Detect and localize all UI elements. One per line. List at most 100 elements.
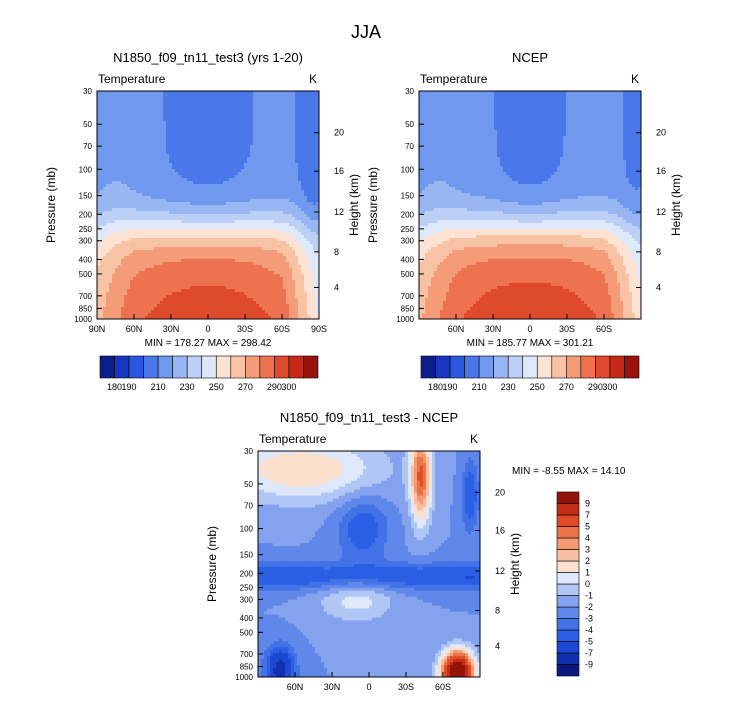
field-cell — [268, 244, 272, 248]
field-cell — [226, 100, 230, 104]
field-cell — [280, 193, 284, 197]
field-cell — [103, 238, 107, 242]
field-cell — [280, 166, 284, 170]
field-cell — [304, 229, 308, 233]
field-cell — [175, 247, 179, 251]
field-cell — [313, 157, 317, 161]
field-cell — [109, 238, 113, 242]
field-cell — [313, 115, 317, 119]
field-cell — [235, 130, 239, 134]
field-cell — [205, 229, 209, 233]
field-cell — [316, 223, 319, 227]
field-cell — [124, 169, 128, 173]
field-cell — [316, 271, 319, 275]
field-cell — [139, 274, 143, 278]
field-cell — [127, 109, 131, 113]
field-cell — [199, 250, 203, 254]
field-cell — [118, 235, 122, 239]
field-cell — [202, 154, 206, 158]
field-cell — [160, 226, 164, 230]
field-cell — [163, 223, 167, 227]
field-cell — [175, 244, 179, 248]
field-cell — [148, 232, 152, 236]
field-cell — [151, 91, 155, 95]
field-cell — [271, 130, 275, 134]
field-cell — [292, 217, 296, 221]
field-cell — [211, 145, 215, 149]
field-cell — [229, 163, 233, 167]
field-cell — [139, 157, 143, 161]
field-cell — [256, 139, 260, 143]
field-cell — [184, 223, 188, 227]
field-cell — [229, 115, 233, 119]
field-cell — [274, 178, 278, 182]
field-cell — [169, 199, 173, 203]
field-cell — [202, 208, 206, 212]
field-cell — [307, 208, 311, 212]
field-cell — [145, 145, 149, 149]
field-cell — [121, 274, 125, 278]
field-cell — [298, 259, 302, 263]
field-cell — [133, 175, 137, 179]
field-cell — [136, 145, 140, 149]
field-cell — [316, 175, 319, 179]
field-cell — [286, 160, 290, 164]
field-cell — [247, 103, 251, 107]
field-cell — [172, 91, 176, 95]
field-cell — [118, 97, 122, 101]
field-cell — [169, 166, 173, 170]
field-cell — [223, 97, 227, 101]
field-cell — [304, 280, 308, 284]
field-cell — [316, 196, 319, 200]
field-cell — [229, 196, 233, 200]
field-cell — [271, 265, 275, 269]
field-cell — [217, 196, 221, 200]
field-cell — [157, 220, 161, 224]
field-cell — [289, 181, 293, 185]
field-cell — [181, 142, 185, 146]
field-cell — [295, 142, 299, 146]
field-cell — [238, 94, 242, 98]
field-cell — [280, 262, 284, 266]
field-cell — [283, 130, 287, 134]
field-cell — [109, 214, 113, 218]
field-cell — [157, 280, 161, 284]
field-cell — [262, 235, 266, 239]
field-cell — [124, 163, 128, 167]
field-cell — [103, 199, 107, 203]
field-cell — [100, 256, 104, 260]
field-cell — [157, 259, 161, 263]
field-cell — [196, 232, 200, 236]
field-cell — [310, 124, 314, 128]
field-cell — [157, 181, 161, 185]
field-cell — [310, 166, 314, 170]
field-cell — [265, 271, 269, 275]
field-cell — [283, 244, 287, 248]
field-cell — [316, 199, 319, 203]
field-cell — [139, 208, 143, 212]
field-cell — [304, 112, 308, 116]
field-cell — [313, 241, 317, 245]
field-cell — [151, 223, 155, 227]
field-cell — [187, 169, 191, 173]
field-cell — [202, 157, 206, 161]
field-cell — [301, 151, 305, 155]
field-cell — [115, 91, 119, 95]
field-cell — [178, 238, 182, 242]
field-cell — [187, 175, 191, 179]
field-cell — [166, 178, 170, 182]
field-cell — [295, 169, 299, 173]
field-cell — [181, 148, 185, 152]
field-cell — [304, 178, 308, 182]
field-cell — [172, 157, 176, 161]
field-cell — [313, 262, 317, 266]
field-cell — [280, 268, 284, 272]
field-cell — [100, 175, 104, 179]
field-cell — [274, 148, 278, 152]
field-cell — [298, 130, 302, 134]
field-cell — [103, 127, 107, 131]
field-cell — [250, 181, 254, 185]
field-cell — [154, 118, 158, 122]
field-cell — [301, 163, 305, 167]
field-cell — [157, 115, 161, 119]
